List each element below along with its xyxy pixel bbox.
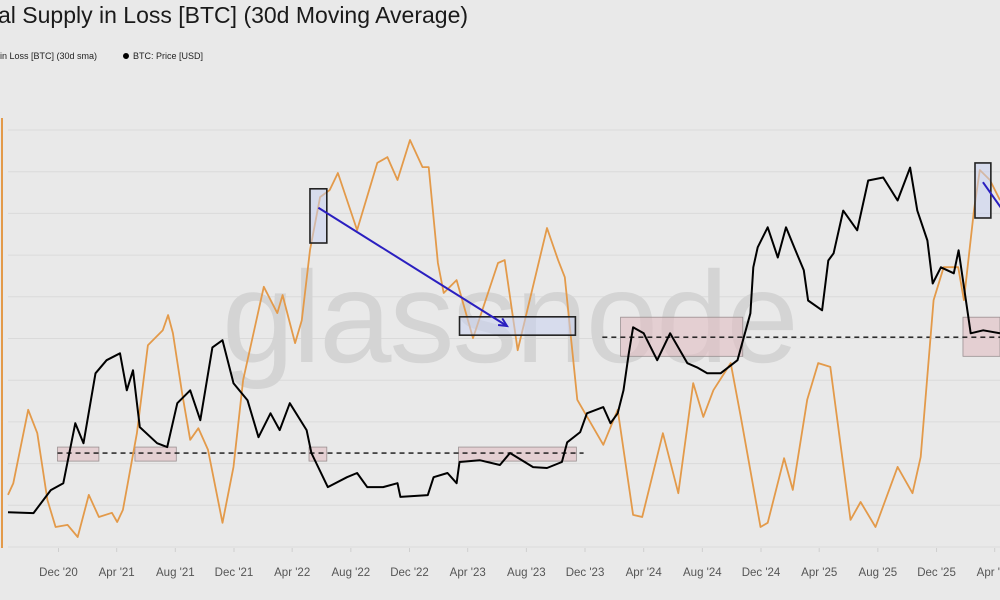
x-tick-label: Aug '22 [332, 567, 371, 579]
series-lines [7, 139, 1000, 538]
x-tick-label: Dec '25 [917, 567, 956, 579]
x-tick-label: Apr '22 [274, 567, 310, 579]
x-tick-label: Dec '20 [39, 567, 78, 579]
x-tick-label: Apr '25 [801, 567, 837, 579]
x-tick-label: Apr '24 [626, 567, 663, 579]
supply-highlight-box [974, 162, 992, 219]
legend-label-supply: in Loss [BTC] (30d sma) [0, 51, 98, 61]
supply-highlight-box [458, 316, 577, 336]
x-tick-label: Dec '21 [215, 567, 254, 579]
arrows [317, 181, 1000, 328]
legend-item-btc-price[interactable]: BTC: Price [USD] [123, 51, 203, 61]
btc-price-line [7, 166, 1000, 515]
supply-boxes [309, 162, 992, 336]
price-zone-box [458, 446, 577, 462]
dot-icon [123, 53, 130, 59]
arrow-line [982, 181, 1000, 209]
x-tick-label: Aug '24 [683, 567, 722, 579]
price-zone-box [134, 446, 177, 462]
legend-item-supply-in-loss[interactable]: in Loss [BTC] (30d sma) [0, 51, 97, 61]
x-axis: Dec '20 Apr '21 Aug '21 Dec '21 Apr '22 Aug '… [39, 548, 1000, 579]
arrow-line [317, 206, 508, 327]
x-tick-label: Aug '23 [507, 567, 546, 579]
x-tick-label: Apr '23 [450, 567, 486, 579]
supply-highlight-box [309, 187, 328, 244]
legend: in Loss [BTC] (30d sma) BTC: Price [USD] [0, 51, 203, 61]
supply-in-loss-line [7, 139, 1000, 538]
price-zone-box [57, 446, 100, 462]
x-tick-label: Aug '21 [156, 567, 195, 579]
x-tick-label: Dec '24 [742, 567, 781, 579]
x-tick-label: Dec '23 [566, 567, 605, 579]
x-tick-label: Apr '26 [977, 567, 1000, 579]
x-tick-label: Apr '21 [99, 567, 135, 579]
legend-label-price: BTC: Price [USD] [133, 51, 204, 61]
arrow-head-icon [497, 317, 509, 328]
x-tick-label: Dec '22 [390, 567, 429, 579]
x-tick-label: Aug '25 [859, 567, 898, 579]
chart-title: al Supply in Loss [BTC] (30d Moving Aver… [0, 2, 469, 28]
